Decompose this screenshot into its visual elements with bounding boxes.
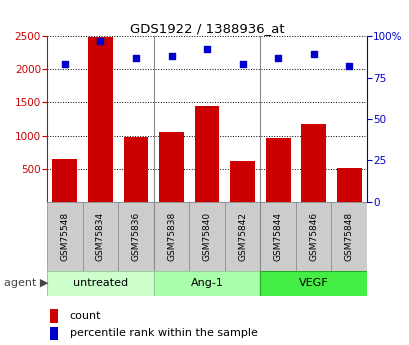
FancyBboxPatch shape: [189, 202, 224, 271]
Point: [61, 62, 68, 67]
Point: [274, 55, 281, 60]
Bar: [159, 132, 184, 202]
Bar: [265, 138, 290, 202]
Text: GSM75548: GSM75548: [60, 212, 69, 261]
Text: GSM75844: GSM75844: [273, 212, 282, 261]
Bar: [123, 137, 148, 202]
FancyBboxPatch shape: [224, 202, 260, 271]
FancyBboxPatch shape: [260, 202, 295, 271]
Point: [203, 47, 210, 52]
FancyBboxPatch shape: [47, 271, 153, 296]
Point: [310, 52, 316, 57]
FancyBboxPatch shape: [83, 202, 118, 271]
FancyBboxPatch shape: [295, 202, 330, 271]
Text: count: count: [70, 311, 101, 321]
Bar: [229, 161, 254, 202]
Bar: [88, 37, 112, 202]
Text: percentile rank within the sample: percentile rank within the sample: [70, 328, 257, 338]
Title: GDS1922 / 1388936_at: GDS1922 / 1388936_at: [129, 22, 284, 35]
FancyBboxPatch shape: [330, 202, 366, 271]
Text: GSM75840: GSM75840: [202, 212, 211, 261]
FancyBboxPatch shape: [153, 202, 189, 271]
Text: GSM75842: GSM75842: [238, 212, 247, 261]
Text: GSM75846: GSM75846: [308, 212, 317, 261]
Bar: [336, 168, 361, 202]
Text: GSM75834: GSM75834: [96, 212, 105, 261]
Bar: [50, 327, 58, 340]
FancyBboxPatch shape: [118, 202, 153, 271]
Point: [239, 62, 245, 67]
Point: [168, 53, 174, 59]
Point: [97, 38, 103, 44]
Text: Ang-1: Ang-1: [190, 278, 223, 288]
Point: [133, 55, 139, 60]
Bar: [50, 309, 58, 323]
Text: GSM75838: GSM75838: [166, 212, 175, 261]
Text: VEGF: VEGF: [298, 278, 328, 288]
Text: untreated: untreated: [73, 278, 128, 288]
FancyBboxPatch shape: [47, 202, 83, 271]
Text: GSM75836: GSM75836: [131, 212, 140, 261]
Point: [345, 63, 352, 69]
Bar: [52, 159, 77, 202]
Bar: [301, 124, 325, 202]
Text: GSM75848: GSM75848: [344, 212, 353, 261]
FancyBboxPatch shape: [153, 271, 260, 296]
Text: agent ▶: agent ▶: [4, 278, 48, 288]
FancyBboxPatch shape: [260, 271, 366, 296]
Bar: [194, 106, 219, 202]
